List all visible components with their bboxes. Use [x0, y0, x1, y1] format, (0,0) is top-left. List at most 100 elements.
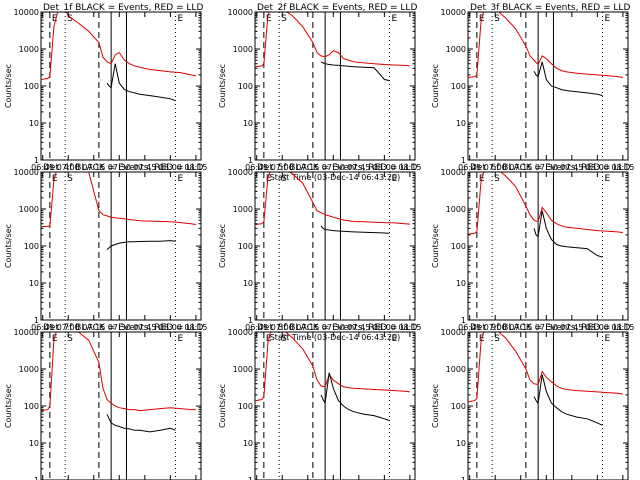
chart-title: Det_5f BLACK = Events, RED = LLD: [257, 163, 417, 173]
y-tick-label: 1000: [446, 45, 466, 54]
y-axis-label: Counts/sec: [4, 64, 13, 108]
x-tick-label: 07:00: [484, 163, 507, 172]
x-tick-label: 07:00: [57, 323, 80, 332]
x-tick-label: 06:45: [31, 163, 54, 172]
y-tick-label: 10000: [228, 8, 253, 17]
y-tick-label: 10000: [14, 328, 39, 337]
marker-label: E: [266, 14, 272, 24]
y-axis-label: Counts/sec: [4, 384, 13, 428]
y-tick-label: 1000: [233, 205, 253, 214]
y-axis-label: Counts/sec: [431, 224, 440, 268]
events-series-line: [533, 61, 603, 97]
x-tick-label: 06:45: [31, 323, 54, 332]
chart-title: Det_1f BLACK = Events, RED = LLD: [43, 3, 203, 13]
marker-label: S: [67, 174, 73, 184]
y-axis-label: Counts/sec: [218, 64, 227, 108]
events-series-line: [533, 374, 603, 426]
x-tick-label: 07:30: [108, 323, 131, 332]
lld-series-line: [468, 172, 623, 235]
y-tick-label: 100: [451, 242, 466, 251]
x-tick-label: 08:15: [611, 163, 634, 172]
events-series-line: [320, 372, 390, 422]
y-tick-label: 10: [456, 119, 466, 128]
y-tick-label: 100: [24, 82, 39, 91]
x-axis-label: Start Time (03-Dec-14 06:43:20): [270, 333, 401, 342]
y-tick-label: 100: [24, 402, 39, 411]
x-tick-label: 08:15: [611, 323, 634, 332]
x-tick-label: 07:30: [535, 323, 558, 332]
y-tick-label: 1000: [19, 365, 39, 374]
y-tick-label: 1000: [19, 45, 39, 54]
y-tick-label: 1: [248, 156, 253, 165]
x-tick-label: 07:15: [296, 323, 319, 332]
chart-title: Det_2f BLACK = Events, RED = LLD: [257, 3, 417, 13]
y-tick-label: 10: [243, 279, 253, 288]
marker-label: S: [494, 174, 500, 184]
x-tick-label: 07:15: [82, 163, 105, 172]
lld-series-line: [41, 12, 196, 80]
y-tick-label: 10: [29, 439, 39, 448]
y-tick-label: 1: [461, 476, 466, 480]
x-tick-label: 06:45: [458, 163, 481, 172]
x-tick-label: 07:45: [347, 323, 370, 332]
x-tick-label: 08:00: [373, 323, 396, 332]
x-tick-label: 07:30: [322, 163, 345, 172]
marker-label: S: [281, 174, 287, 184]
lld-series-line: [468, 332, 623, 403]
y-tick-label: 100: [451, 82, 466, 91]
events-series-line: [106, 240, 176, 250]
x-axis-label: Start Time (03-Dec-14 06:43:20): [270, 173, 401, 182]
y-tick-label: 1: [34, 156, 39, 165]
x-tick-label: 07:00: [57, 163, 80, 172]
y-tick-label: 1: [248, 316, 253, 325]
lld-series-line: [468, 12, 623, 78]
y-tick-label: 10: [243, 439, 253, 448]
x-tick-label: 07:30: [535, 163, 558, 172]
x-tick-label: 07:00: [484, 323, 507, 332]
y-tick-label: 10: [456, 439, 466, 448]
x-tick-label: 08:15: [398, 323, 421, 332]
chart-title: Det_4f BLACK = Events, RED = LLD: [43, 163, 203, 173]
x-tick-label: 06:45: [245, 163, 268, 172]
x-tick-label: 07:15: [509, 323, 532, 332]
x-tick-label: 08:00: [586, 163, 609, 172]
y-tick-label: 1000: [233, 45, 253, 54]
lld-series-line: [255, 12, 410, 68]
y-tick-label: 10: [29, 279, 39, 288]
chart-title: Det_8f BLACK = Events, RED = LLD: [257, 323, 417, 333]
y-axis-label: Counts/sec: [431, 64, 440, 108]
y-tick-label: 10: [456, 279, 466, 288]
x-tick-label: 07:45: [560, 163, 583, 172]
x-tick-label: 07:30: [322, 323, 345, 332]
x-tick-label: 06:45: [458, 323, 481, 332]
x-tick-label: 07:45: [133, 323, 156, 332]
x-tick-label: 08:15: [184, 163, 207, 172]
lld-series-line: [255, 332, 410, 402]
lld-series-line: [255, 172, 410, 225]
lld-series-line: [41, 172, 196, 228]
events-series-line: [320, 61, 390, 82]
y-tick-label: 1000: [446, 205, 466, 214]
plot-frame: [254, 171, 416, 321]
x-tick-label: 08:15: [398, 163, 421, 172]
marker-label: E: [52, 334, 58, 344]
marker-label: E: [391, 334, 397, 344]
y-tick-label: 10000: [14, 168, 39, 177]
y-tick-label: 100: [238, 82, 253, 91]
y-tick-label: 10: [243, 119, 253, 128]
y-tick-label: 1000: [19, 205, 39, 214]
y-tick-label: 1: [461, 316, 466, 325]
y-tick-label: 10: [29, 119, 39, 128]
y-tick-label: 1: [34, 316, 39, 325]
marker-label: S: [494, 334, 500, 344]
y-tick-label: 1000: [233, 365, 253, 374]
marker-label: S: [67, 334, 73, 344]
marker-label: E: [604, 174, 610, 184]
plot-frame: [467, 331, 629, 480]
x-tick-label: 07:15: [296, 163, 319, 172]
y-axis-label: Counts/sec: [431, 384, 440, 428]
marker-label: E: [177, 14, 183, 24]
